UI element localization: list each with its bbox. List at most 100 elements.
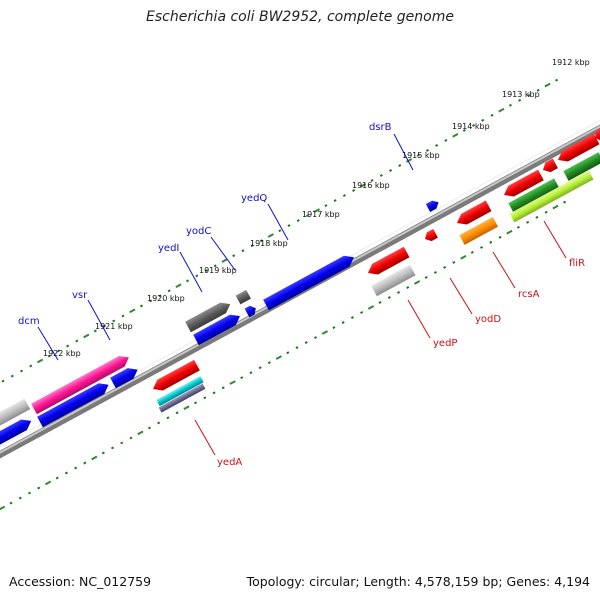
- tick-label-1915: 1915 kbp: [402, 151, 440, 160]
- gene-dark-yedI-arrow: [185, 302, 231, 333]
- major-tick: [452, 132, 459, 138]
- gene-features: [0, 126, 600, 446]
- minor-tick: [29, 364, 33, 368]
- major-tick: [0, 505, 6, 511]
- minor-tick: [120, 441, 124, 445]
- minor-tick: [1, 379, 5, 383]
- minor-tick: [204, 269, 208, 273]
- gene-yedA-slate-arrow: [158, 383, 206, 413]
- gene-gray-left-arrow: [0, 398, 31, 428]
- major-tick: [221, 258, 228, 263]
- reverse-label-leaders: [194, 220, 567, 456]
- minor-tick: [185, 279, 190, 283]
- minor-tick: [304, 341, 308, 345]
- minor-tick: [387, 296, 391, 299]
- tick-label-1912: 1912 kbp: [552, 58, 590, 67]
- major-tick: [413, 280, 421, 285]
- gene-yedA-red-arrow: [153, 359, 200, 391]
- major-tick: [544, 82, 551, 88]
- minor-tick: [479, 245, 484, 249]
- tick-label-1918: 1918 kbp: [250, 239, 288, 248]
- minor-tick: [129, 436, 133, 440]
- minor-tick: [112, 319, 116, 323]
- minor-tick: [295, 346, 299, 350]
- minor-tick: [193, 401, 198, 405]
- gene-blue-left-arrow: [0, 419, 32, 446]
- minor-tick: [66, 344, 70, 348]
- minor-tick: [83, 461, 87, 465]
- tick-labels: 1912 kbp 1913 kbp 1914 kbp 1915 kbp 1916…: [43, 58, 590, 358]
- tick-label-1922: 1922 kbp: [43, 349, 81, 358]
- tick-label-1919: 1919 kbp: [199, 266, 237, 275]
- gene-label-dsrB: dsrB: [369, 122, 392, 133]
- minor-tick: [158, 294, 162, 298]
- gene-label-rcsA: rcsA: [518, 289, 540, 300]
- minor-tick: [258, 366, 262, 370]
- tick-label-1913: 1913 kbp: [502, 90, 540, 99]
- gene-label-yedA: yedA: [217, 457, 242, 468]
- gene-rcsA-red-arrow: [457, 200, 492, 225]
- map-title: Escherichia coli BW2952, complete genome: [146, 9, 454, 25]
- minor-tick: [333, 199, 337, 203]
- minor-tick: [56, 349, 60, 353]
- major-tick: [36, 358, 44, 364]
- minor-tick: [481, 118, 485, 122]
- minor-tick: [232, 254, 236, 258]
- minor-tick: [406, 286, 410, 289]
- tick-label-1920: 1920 kbp: [147, 294, 185, 303]
- minor-tick: [416, 153, 420, 157]
- genome-summary-text: Topology: circular; Length: 4,578,159 bp…: [246, 574, 590, 589]
- gene-dark-small-arrow: [235, 289, 251, 305]
- major-tick: [506, 229, 513, 235]
- minor-tick: [489, 240, 493, 244]
- minor-tick: [425, 148, 429, 152]
- minor-tick: [526, 220, 530, 224]
- minor-tick: [250, 244, 254, 248]
- minor-tick: [259, 239, 263, 243]
- minor-tick: [360, 311, 364, 314]
- major-tick: [552, 204, 559, 210]
- reverse-gene-labels: fliR rcsA yodD yedP yedA: [217, 258, 585, 468]
- gene-red-top4-arrow: [595, 126, 600, 141]
- minor-tick: [554, 78, 559, 82]
- minor-tick: [102, 324, 107, 328]
- major-tick: [129, 308, 136, 314]
- minor-tick: [324, 204, 328, 208]
- minor-tick: [241, 249, 245, 253]
- major-tick: [267, 233, 274, 238]
- minor-tick: [121, 314, 125, 318]
- minor-tick: [221, 386, 225, 390]
- minor-tick: [278, 229, 282, 233]
- gene-yodC-arrow: [193, 314, 240, 346]
- minor-tick: [341, 321, 345, 325]
- gene-yedP-gray-arrow: [371, 264, 416, 297]
- gene-dsrB-arrow: [425, 200, 439, 212]
- minor-tick: [175, 411, 179, 415]
- minor-tick: [544, 210, 548, 214]
- minor-tick: [47, 354, 51, 358]
- minor-tick: [398, 164, 402, 167]
- minor-tick: [508, 103, 512, 107]
- forward-label-leaders: [37, 133, 414, 361]
- minor-tick: [240, 376, 244, 380]
- minor-tick: [516, 225, 520, 229]
- tick-label-1917: 1917 kbp: [302, 210, 340, 219]
- minor-tick: [267, 361, 271, 365]
- minor-tick: [93, 329, 97, 333]
- minor-tick: [370, 179, 374, 182]
- tick-label-1921: 1921 kbp: [95, 322, 133, 331]
- minor-tick: [498, 235, 502, 239]
- gene-yodD-arrow: [425, 228, 438, 242]
- major-tick: [183, 405, 190, 411]
- gene-label-fliR: fliR: [569, 258, 585, 269]
- minor-tick: [536, 88, 540, 92]
- major-tick: [367, 305, 375, 310]
- outer-tick-track: [1, 78, 559, 383]
- tick-label-1914: 1914 kbp: [452, 122, 490, 131]
- minor-tick: [149, 299, 153, 303]
- minor-tick: [147, 426, 151, 430]
- gene-lime-arrow: [509, 170, 594, 223]
- gene-vsr-arrow: [37, 383, 109, 428]
- gene-red-top3-arrow: [558, 133, 600, 162]
- minor-tick: [9, 501, 13, 505]
